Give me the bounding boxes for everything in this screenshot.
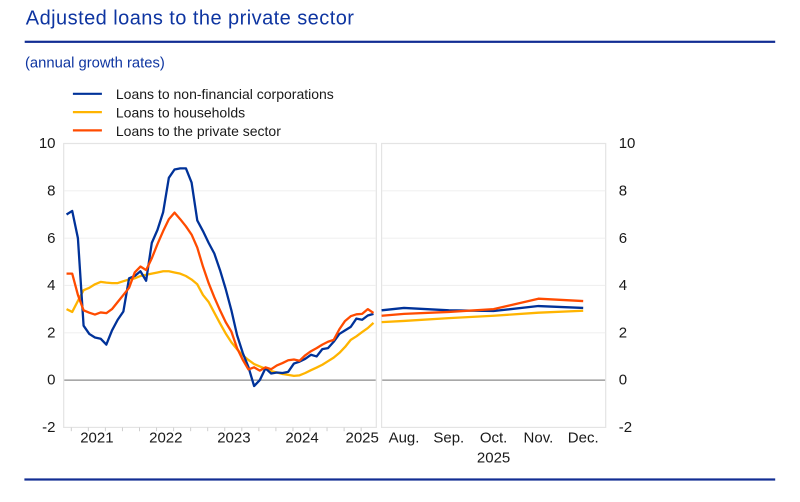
svg-text:2: 2 bbox=[47, 324, 55, 341]
svg-text:10: 10 bbox=[39, 135, 56, 152]
svg-text:Oct.: Oct. bbox=[480, 429, 508, 446]
svg-text:6: 6 bbox=[619, 230, 627, 247]
svg-text:2025: 2025 bbox=[346, 429, 379, 446]
svg-text:Loans to the private sector: Loans to the private sector bbox=[116, 123, 281, 139]
svg-text:Dec.: Dec. bbox=[568, 429, 599, 446]
svg-text:0: 0 bbox=[619, 372, 627, 389]
svg-text:2024: 2024 bbox=[285, 429, 318, 446]
svg-text:Aug.: Aug. bbox=[389, 429, 420, 446]
svg-text:2025: 2025 bbox=[477, 450, 510, 467]
svg-text:8: 8 bbox=[47, 182, 55, 199]
svg-text:Adjusted loans to the private: Adjusted loans to the private sector bbox=[26, 8, 355, 30]
svg-text:2023: 2023 bbox=[217, 429, 250, 446]
svg-text:-2: -2 bbox=[42, 419, 55, 436]
svg-text:10: 10 bbox=[619, 135, 636, 152]
svg-text:-2: -2 bbox=[619, 419, 632, 436]
svg-text:Loans to households: Loans to households bbox=[116, 105, 245, 121]
svg-text:2022: 2022 bbox=[149, 429, 182, 446]
svg-text:2021: 2021 bbox=[80, 429, 113, 446]
svg-text:4: 4 bbox=[619, 277, 627, 294]
svg-text:6: 6 bbox=[47, 230, 55, 247]
svg-text:Nov.: Nov. bbox=[524, 429, 554, 446]
svg-text:2: 2 bbox=[619, 324, 627, 341]
svg-text:Sep.: Sep. bbox=[433, 429, 464, 446]
svg-text:4: 4 bbox=[47, 277, 55, 294]
svg-text:0: 0 bbox=[47, 372, 55, 389]
svg-text:(annual growth rates): (annual growth rates) bbox=[25, 56, 165, 72]
svg-text:8: 8 bbox=[619, 182, 627, 199]
svg-text:Loans to non-financial corpora: Loans to non-financial corporations bbox=[116, 86, 334, 102]
